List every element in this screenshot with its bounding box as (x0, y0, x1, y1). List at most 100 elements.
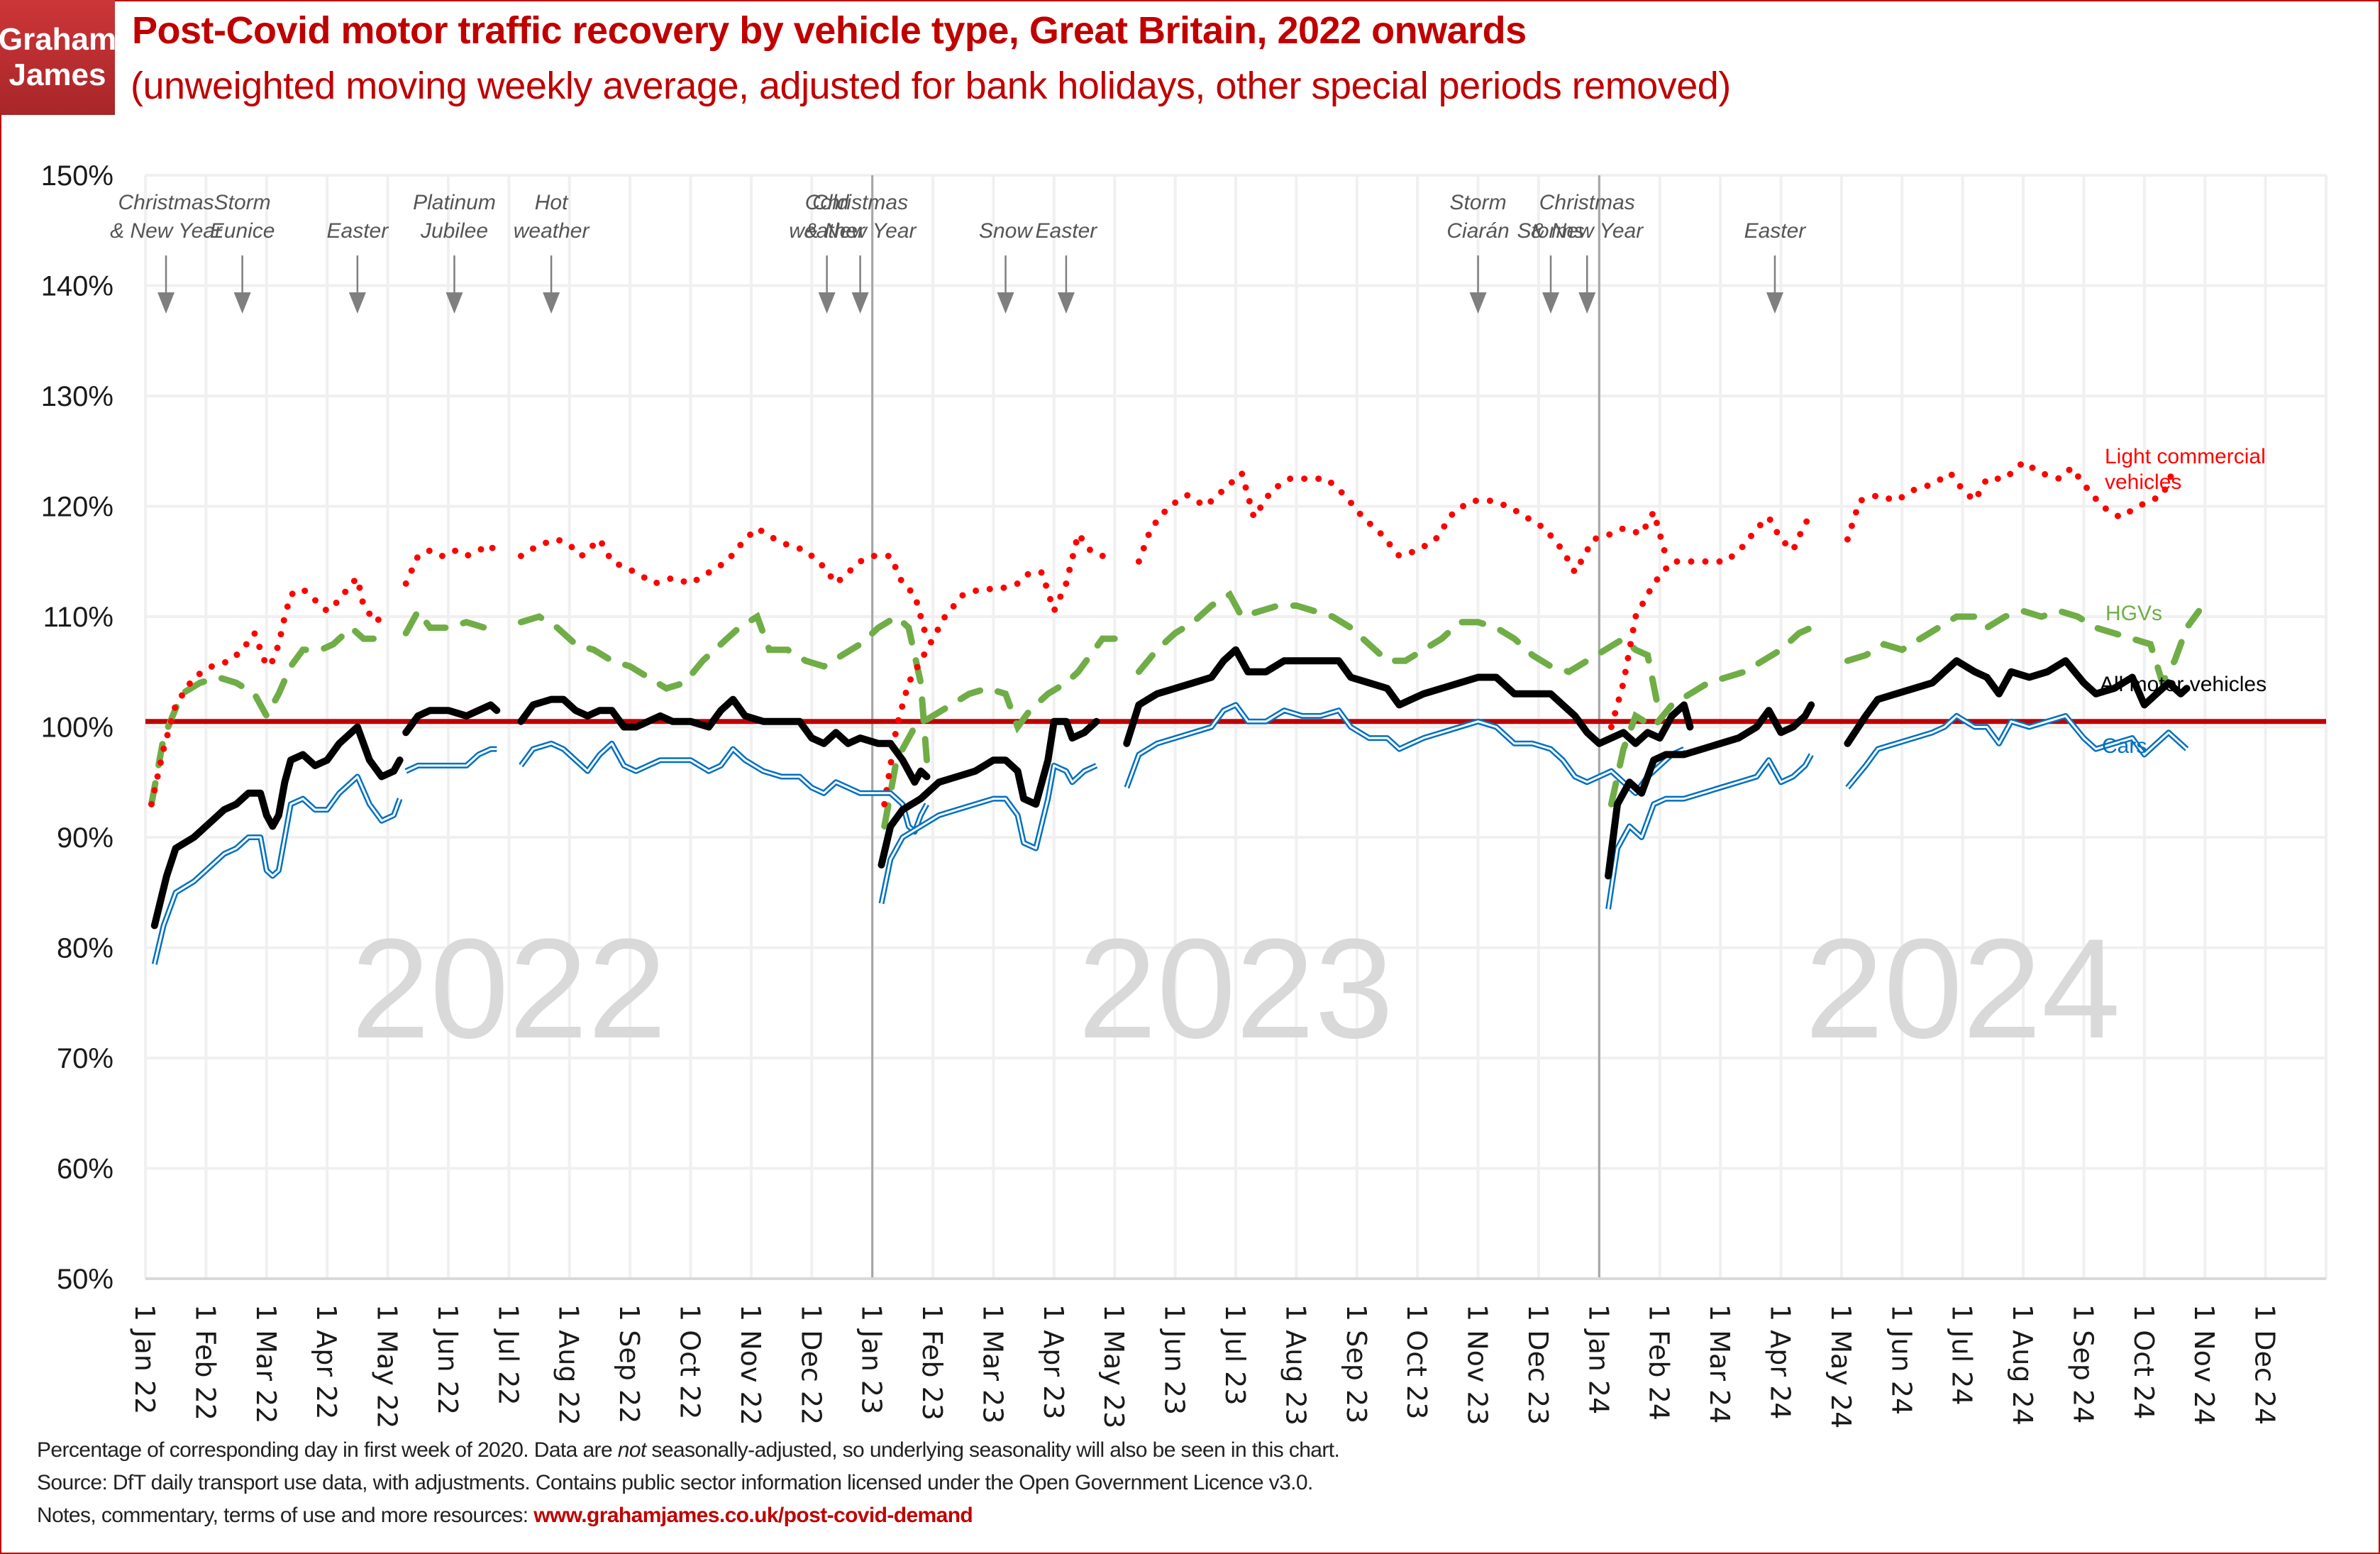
annotation-label: Hot (535, 191, 569, 214)
year-separators (871, 175, 1600, 1279)
annotation-label: Jubilee (420, 219, 488, 243)
x-tick-label: 1 Sep 23 (1341, 1304, 1372, 1423)
all-motor-vehicles-line (1123, 646, 1694, 747)
event-annotations: Christmas & New Year Storm Eunice Easter Plat… (110, 191, 1806, 314)
annotation: Christmas & New Year (804, 191, 917, 314)
x-tick-label: 1 Jan 24 (1583, 1304, 1614, 1414)
graham-james-logo: Graham James (0, 0, 117, 115)
x-tick-label: 1 Aug 22 (553, 1304, 585, 1426)
x-tick-label: 1 Feb 22 (189, 1304, 221, 1421)
annotation: Storms (1517, 219, 1585, 314)
light-commercial-vehicles-line (1844, 458, 2178, 543)
footer-resources-pre: Notes, commentary, terms of use and more… (37, 1504, 534, 1527)
chart-subtitle: (unweighted moving weekly average, adjus… (131, 65, 1731, 107)
x-tick-label: 1 Nov 24 (2188, 1304, 2220, 1426)
annotation-label: & New Year (110, 219, 223, 243)
cars-line-inner (405, 748, 497, 773)
cars-line-inner (1125, 703, 1685, 795)
y-tick-label: 140% (41, 271, 114, 302)
hgvs-line (402, 605, 500, 637)
light-commercial-vehicles-line (517, 524, 930, 642)
x-tick-label: 1 Jan 22 (129, 1304, 160, 1414)
y-tick-label: 150% (41, 160, 114, 192)
cars-line-inner (880, 764, 1097, 904)
y-tick-label: 80% (57, 933, 114, 964)
annotation-arrow-icon (997, 292, 1014, 314)
annotation-arrow-icon (1057, 292, 1075, 314)
y-tick-label: 50% (57, 1264, 114, 1295)
annotation-arrow-icon (1578, 292, 1596, 314)
annotation: Cold weather (789, 191, 865, 314)
footer-note-post: seasonally-adjusted, so underlying seaso… (646, 1438, 1340, 1462)
annotation-label: Storm (1450, 191, 1507, 214)
cars-line-inner (520, 742, 928, 833)
annotation-label: weather (789, 219, 865, 243)
series-label: vehicles (2105, 470, 2181, 494)
annotation-label: Christmas (118, 191, 214, 214)
x-tick-label: 1 May 24 (1825, 1304, 1856, 1428)
annotation-arrow-icon (1469, 292, 1487, 314)
year-watermark: 2023 (1078, 910, 1394, 1068)
all-motor-vehicles-line (1605, 701, 1815, 880)
x-tick-label: 1 Sep 24 (2067, 1304, 2098, 1423)
annotation: Hot weather (514, 191, 590, 314)
annotation: Christmas & New Year (110, 191, 223, 314)
annotation-arrow-icon (233, 292, 251, 314)
website-link[interactable]: www.grahamjames.co.uk/post-covid-demand (533, 1504, 973, 1527)
x-tick-label: 1 Mar 23 (977, 1304, 1008, 1423)
x-tick-label: 1 Oct 22 (675, 1304, 706, 1419)
year-watermark: 2024 (1805, 910, 2120, 1068)
annotation-arrow-icon (1766, 292, 1783, 314)
x-tick-label: 1 Aug 23 (1280, 1304, 1311, 1426)
x-tick-label: 1 Jul 23 (1219, 1304, 1251, 1406)
annotation-arrow-icon (818, 292, 836, 314)
x-tick-label: 1 Apr 24 (1765, 1304, 1796, 1419)
x-tick-label: 1 Dec 24 (2249, 1304, 2281, 1425)
footer-note-emphasis: not (617, 1438, 647, 1462)
all-motor-vehicles-line (1844, 657, 2191, 747)
annotation-label: & New Year (1531, 219, 1644, 243)
annotation-arrow-icon (851, 292, 869, 314)
annotation-arrow-icon (445, 292, 463, 314)
annotation-label: Eunice (210, 219, 275, 243)
light-commercial-vehicles-line (1135, 467, 1669, 580)
x-tick-label: 1 Aug 24 (2007, 1304, 2038, 1426)
annotation-label: Ciarán (1446, 219, 1509, 243)
cars-line-inner (153, 776, 402, 965)
footer-source: Source: DfT daily transport use data, wi… (37, 1471, 1313, 1494)
x-tick-label: 1 Dec 23 (1522, 1304, 1554, 1425)
series-label: Light commercial (2105, 445, 2266, 468)
series-label: All motor vehicles (2100, 673, 2266, 696)
annotation-label: Snow (979, 219, 1034, 243)
annotation-label: Easter (327, 219, 389, 243)
annotation: Easter (327, 219, 389, 314)
y-tick-label: 110% (43, 602, 114, 633)
annotation-label: Storm (214, 191, 271, 214)
annotation-label: & New Year (804, 219, 917, 243)
all-motor-vehicles-line (150, 723, 404, 930)
annotation-arrow-icon (543, 292, 560, 314)
annotation-label: weather (514, 219, 590, 243)
year-watermark: 2022 (351, 910, 667, 1068)
annotation-label: Christmas (812, 191, 908, 214)
annotation-label: Easter (1744, 219, 1807, 243)
annotation: Storm Ciarán (1446, 191, 1510, 314)
year-watermarks: 2022 2023 2024 (351, 910, 2120, 1068)
hgvs-line (881, 635, 1118, 830)
x-tick-label: 1 Mar 22 (250, 1304, 282, 1423)
light-commercial-vehicles-line (148, 572, 392, 808)
annotation-arrow-icon (1542, 292, 1560, 314)
x-tick-label: 1 Feb 23 (917, 1304, 948, 1421)
chart-title: Post-Covid motor traffic recovery by veh… (132, 9, 1527, 52)
annotation: Easter (1744, 219, 1807, 314)
axes: 50% 60% 70% 80% 90% 100% 110% 120% 130% 140% 150% 1… (41, 160, 2326, 1428)
annotation-label: Christmas (1539, 191, 1635, 214)
annotation-label: Storms (1517, 219, 1585, 243)
annotation-label: Platinum (413, 191, 496, 214)
series-label: HGVs (2105, 602, 2162, 625)
all-motor-vehicles-line (517, 695, 931, 786)
logo-line-1: Graham (0, 22, 117, 57)
annotation-label: Cold (805, 191, 850, 214)
